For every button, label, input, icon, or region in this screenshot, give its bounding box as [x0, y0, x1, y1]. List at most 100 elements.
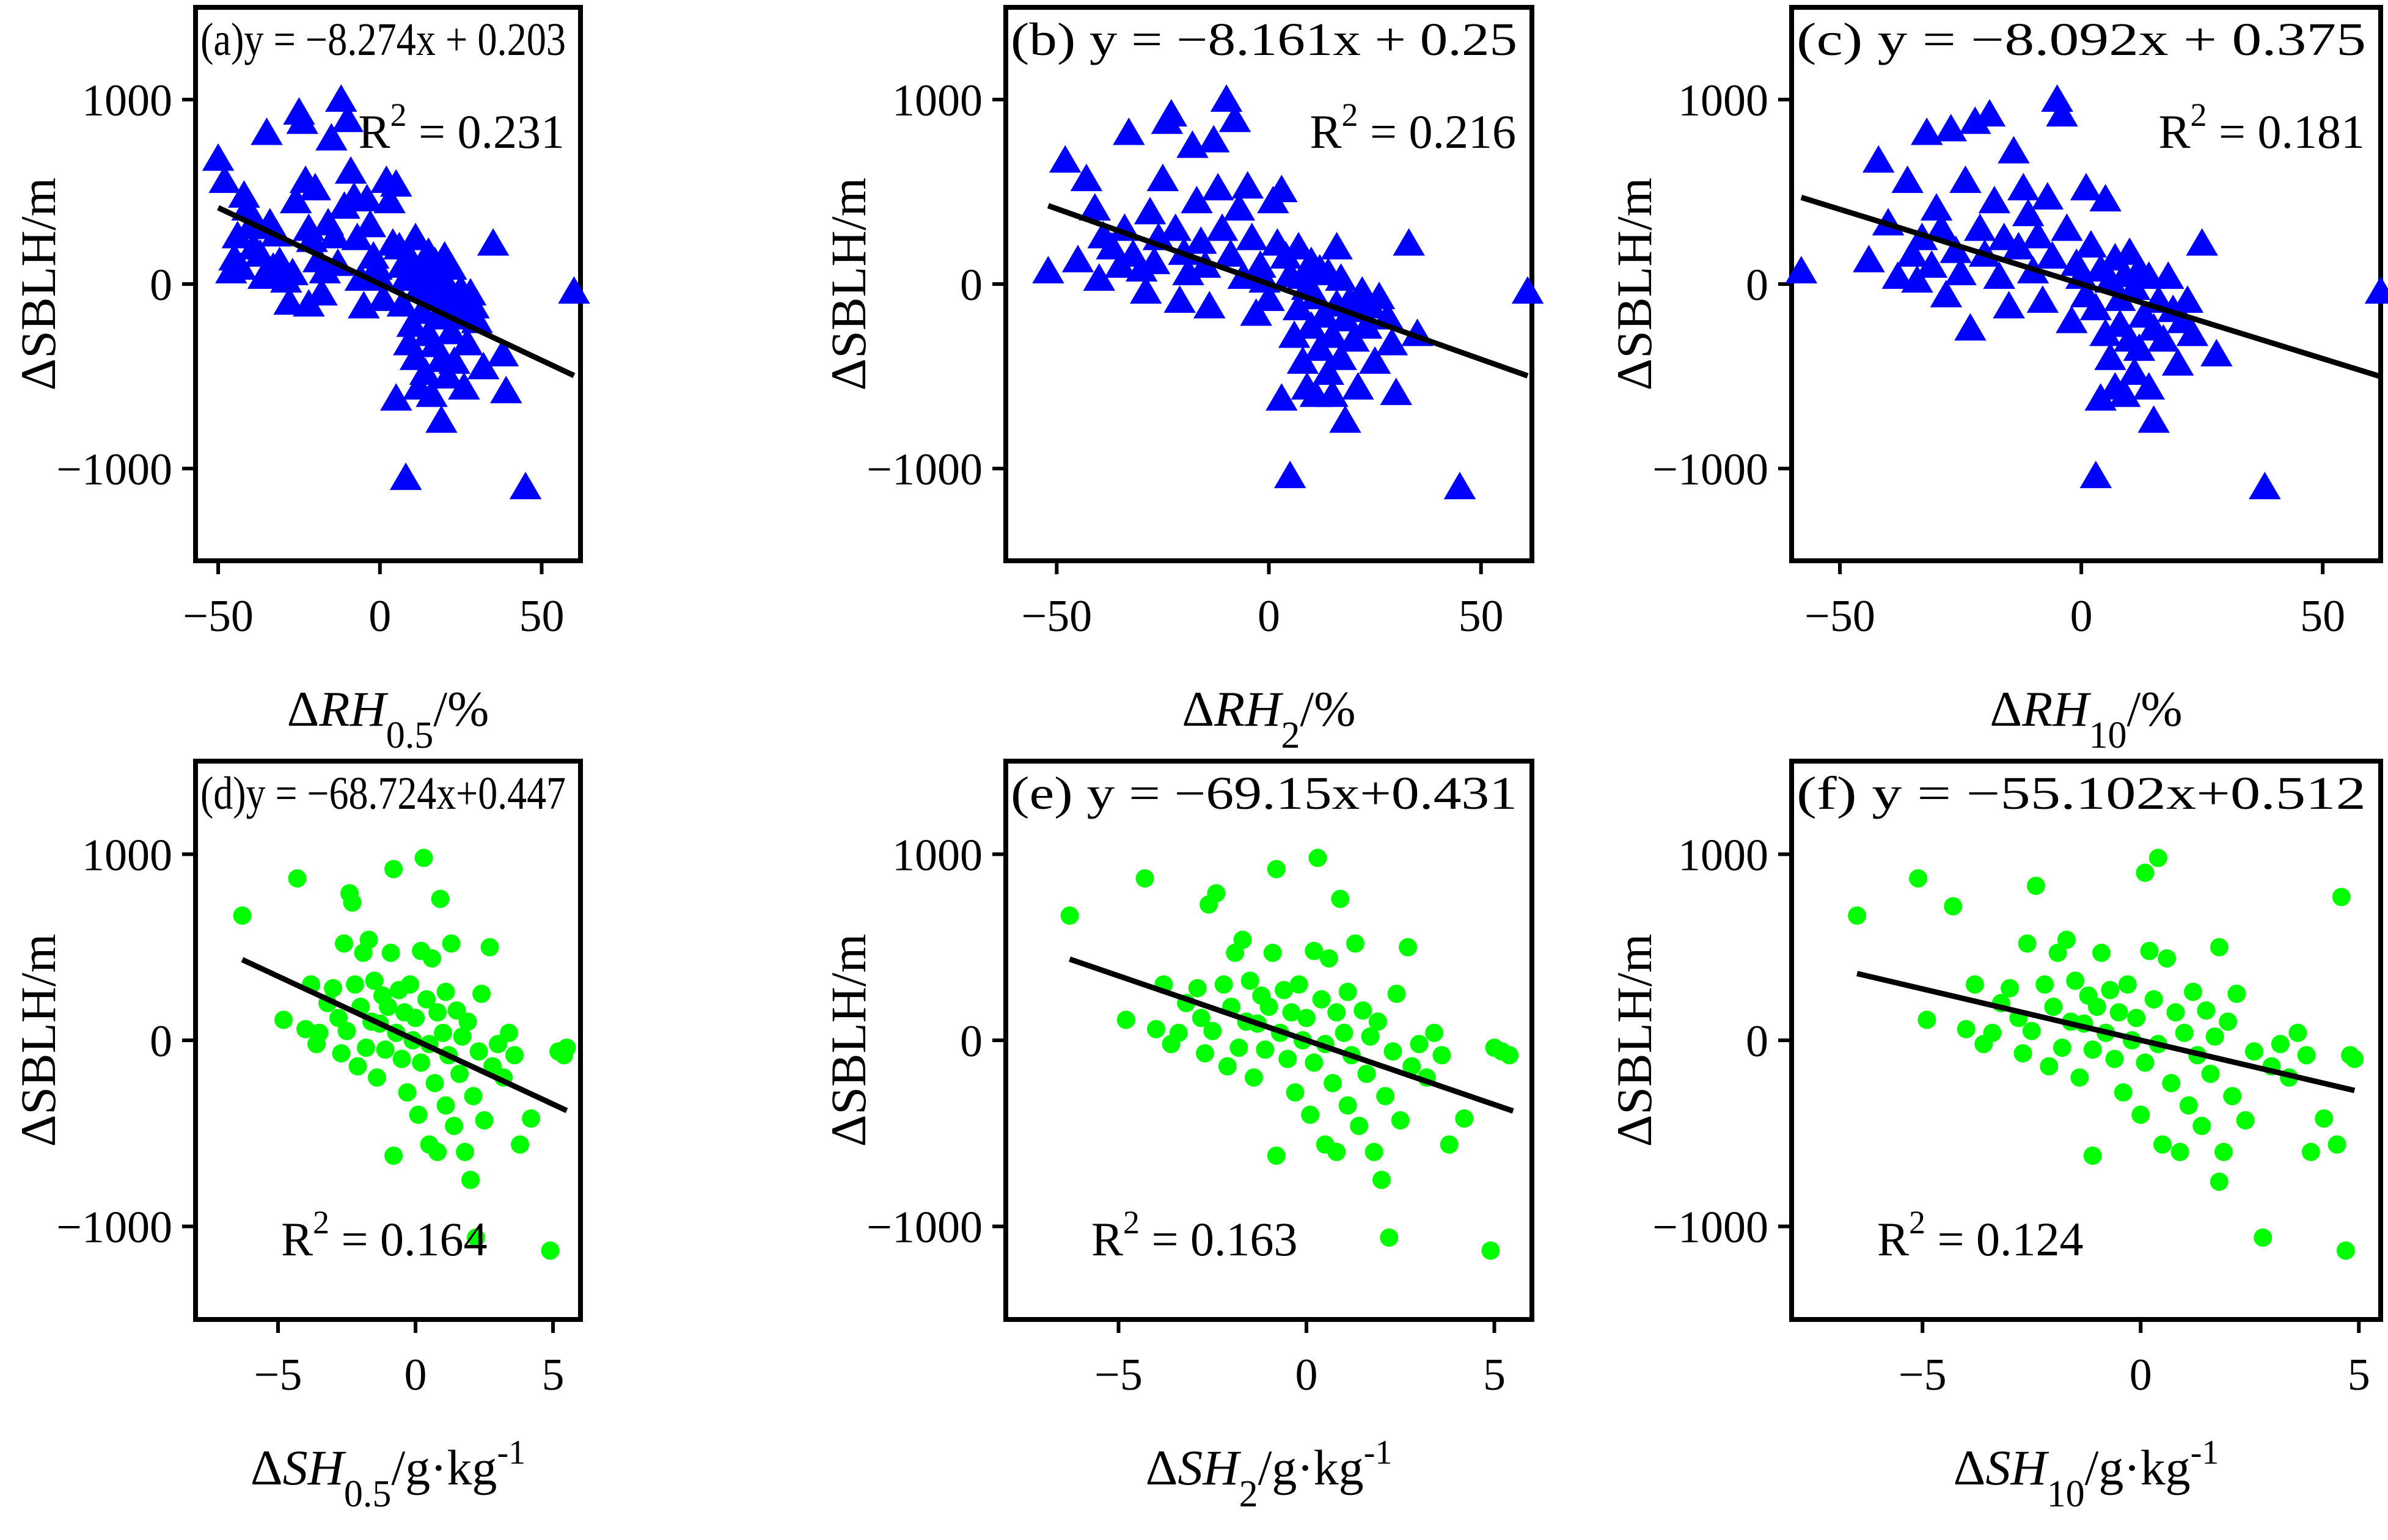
data-point — [1125, 254, 1158, 282]
data-point — [208, 165, 241, 193]
data-point — [2133, 372, 2165, 400]
data-point — [346, 975, 364, 994]
data-point — [1325, 263, 1357, 291]
data-point — [1915, 250, 1948, 278]
data-point — [1425, 1023, 1444, 1042]
x-tick-label: 5 — [1483, 1350, 1506, 1400]
data-point — [2079, 293, 2112, 321]
data-point — [1357, 1064, 1376, 1083]
y-axis-label: ΔSBLH/m — [1606, 178, 1662, 391]
data-point — [1259, 998, 1278, 1016]
data-point — [436, 1096, 455, 1115]
data-point — [365, 971, 384, 990]
data-point — [1201, 172, 1234, 200]
data-point — [2002, 232, 2035, 260]
data-point — [2101, 980, 2120, 999]
data-points — [1848, 848, 2364, 1260]
x-tick-label: −5 — [254, 1350, 302, 1400]
data-point — [1350, 1117, 1369, 1136]
data-point — [1380, 378, 1413, 406]
data-point — [2136, 1053, 2155, 1072]
data-point — [2179, 1096, 2198, 1115]
x-label-unit-exponent: -1 — [1364, 1434, 1393, 1472]
equation-label: (b) y = −8.161x + 0.25 — [1011, 14, 1517, 65]
data-point — [2056, 305, 2088, 334]
data-point — [425, 405, 458, 433]
data-point — [1297, 1009, 1316, 1027]
data-point — [1214, 975, 1233, 994]
x-label-variable: RH — [1214, 681, 1283, 737]
data-point — [1218, 1057, 1237, 1076]
data-point — [2022, 1021, 2041, 1040]
data-point — [1305, 1053, 1324, 1072]
y-tick-label: 1000 — [82, 76, 172, 126]
data-point — [1207, 884, 1226, 903]
y-tick-label: −1000 — [56, 1203, 172, 1253]
data-point — [381, 943, 400, 962]
data-point — [2007, 172, 2040, 200]
data-point — [2083, 1040, 2102, 1059]
x-tick-label: 0 — [1258, 591, 1280, 641]
data-point — [436, 982, 455, 1001]
data-point — [2166, 1003, 2185, 1022]
data-point — [1210, 84, 1243, 112]
data-point — [367, 283, 400, 312]
data-point — [1282, 232, 1315, 260]
x-label-subscript: 0.5 — [344, 1473, 392, 1515]
r-squared-label: R2 = 0.124 — [1877, 1204, 2084, 1266]
data-point — [2192, 1117, 2211, 1136]
data-point — [2227, 984, 2246, 1003]
x-tick-label: −50 — [1021, 591, 1092, 641]
fit-line — [217, 205, 576, 378]
data-point — [296, 224, 328, 252]
data-point — [423, 949, 441, 968]
data-point — [558, 276, 590, 304]
data-point — [1481, 1241, 1500, 1260]
data-point — [477, 228, 510, 256]
data-point — [522, 1109, 540, 1128]
data-point — [1983, 1023, 2002, 1042]
x-label-subscript: 2 — [1239, 1473, 1258, 1515]
data-point — [467, 351, 500, 379]
data-point — [331, 104, 364, 133]
data-point — [1286, 1083, 1305, 1102]
data-point — [224, 252, 257, 280]
data-point — [1327, 1003, 1346, 1022]
x-label-subscript: 2 — [1281, 715, 1300, 756]
data-point — [1265, 383, 1298, 411]
data-point — [2131, 1105, 2150, 1124]
data-point — [1393, 228, 1425, 256]
data-point — [2210, 1172, 2229, 1191]
fit-line — [241, 957, 568, 1114]
data-point — [442, 934, 461, 953]
data-point — [2175, 1023, 2194, 1042]
data-point — [1848, 906, 1867, 925]
y-tick-label: −1000 — [56, 445, 172, 495]
r-squared-label: R2 = 0.164 — [281, 1204, 488, 1266]
data-point — [2092, 943, 2111, 962]
data-point — [1901, 265, 1933, 293]
data-point — [454, 278, 487, 306]
x-axis-label: ΔRH10/% — [1990, 681, 2182, 756]
data-point — [2214, 1142, 2233, 1161]
data-point — [1387, 984, 1406, 1003]
data-point — [1380, 1228, 1399, 1247]
data-point — [244, 239, 277, 267]
data-point — [286, 106, 318, 134]
data-point — [1181, 186, 1213, 214]
data-point — [1443, 472, 1476, 500]
data-point — [324, 84, 357, 112]
data-point — [1375, 327, 1408, 356]
data-point — [480, 938, 499, 957]
data-point — [1193, 291, 1226, 319]
r-squared-value: = 0.163 — [1140, 1213, 1298, 1266]
x-label-subscript: 10 — [2047, 1473, 2085, 1515]
data-point — [1155, 99, 1188, 127]
data-point — [1229, 1038, 1248, 1057]
data-point — [1233, 930, 1252, 949]
r-squared-symbol: R — [358, 105, 390, 158]
y-tick-label: −1000 — [866, 445, 983, 495]
data-point — [386, 289, 419, 317]
data-point — [1342, 372, 1374, 400]
data-point — [1289, 975, 1308, 994]
